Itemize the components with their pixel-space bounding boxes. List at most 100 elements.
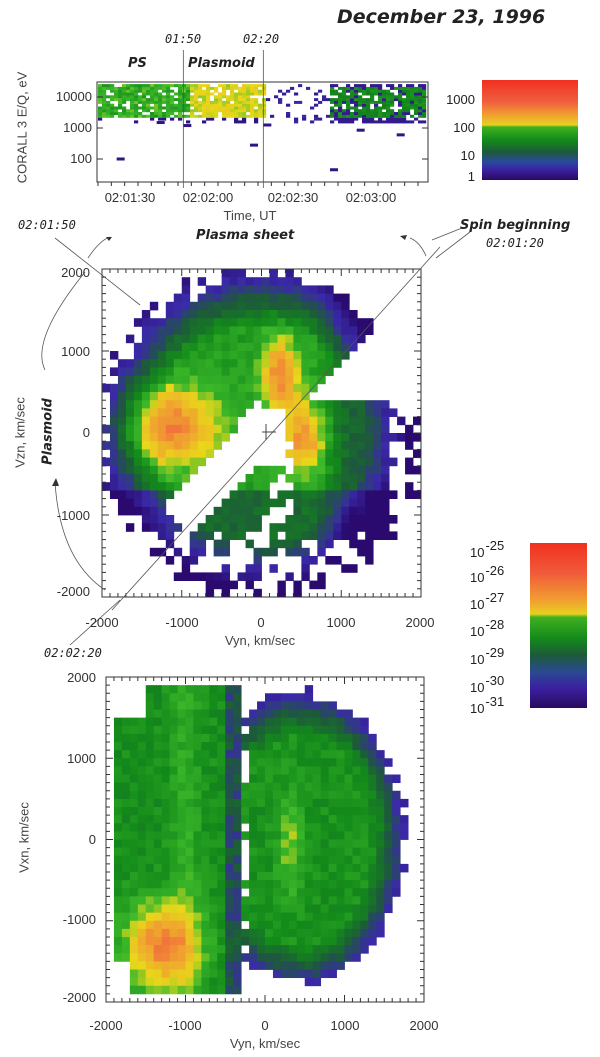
heatmap-cell — [328, 725, 337, 735]
heatmap-cell — [249, 904, 258, 914]
heatmap-cell — [309, 326, 318, 335]
heatmap-cell — [341, 351, 350, 360]
heatmap-cell — [225, 798, 234, 808]
heatmap-cell — [225, 742, 234, 751]
tick-exponent: -28 — [485, 617, 505, 632]
heatmap-cell — [217, 977, 226, 987]
spectrogram-cell — [354, 100, 359, 104]
spectrogram-cell — [254, 89, 259, 93]
heatmap-cell — [285, 375, 294, 385]
heatmap-cell — [113, 815, 123, 824]
heatmap-cell — [288, 782, 298, 792]
tick-base: 10 — [470, 545, 485, 560]
heatmap-cell — [205, 449, 215, 458]
spectrogram-cell — [302, 117, 307, 121]
heatmap-cell — [320, 872, 329, 881]
heatmap-cell — [117, 424, 127, 434]
heatmap-cell — [161, 920, 170, 930]
heatmap-cell — [237, 490, 246, 499]
heatmap-cell — [320, 798, 329, 808]
heatmap-cell — [277, 359, 286, 368]
bottom-xtick: -1000 — [168, 1018, 202, 1033]
heatmap-cell — [360, 855, 369, 865]
spectrogram-cell — [130, 92, 135, 96]
spectrogram-cell — [206, 98, 211, 102]
spectrogram-cell — [110, 109, 115, 113]
heatmap-cell — [253, 293, 262, 303]
heatmap-cell — [328, 709, 337, 719]
heatmap-cell — [153, 953, 163, 962]
spectrogram-cell — [342, 100, 347, 104]
heatmap-cell — [225, 782, 234, 792]
heatmap-cell — [328, 928, 337, 938]
spectrogram-cell — [202, 103, 207, 107]
heatmap-cell — [133, 400, 143, 409]
heatmap-cell — [249, 790, 258, 800]
heatmap-cell — [384, 782, 393, 792]
heatmap-cell — [201, 928, 210, 938]
heatmap-cell — [360, 847, 369, 857]
spectrogram-cell — [182, 98, 187, 102]
heatmap-cell — [341, 465, 350, 475]
heatmap-cell — [201, 701, 210, 710]
spectrogram-cell — [134, 109, 139, 113]
heatmap-cell — [221, 539, 231, 549]
heatmap-cell — [296, 758, 306, 767]
heatmap-cell — [272, 863, 282, 873]
heatmap-cell — [253, 334, 262, 344]
spectrogram-cell — [422, 103, 427, 107]
heatmap-cell — [261, 334, 270, 344]
heatmap-cell — [245, 400, 254, 409]
heatmap-cell — [360, 774, 369, 784]
heatmap-cell — [177, 831, 186, 840]
heatmap-cell — [201, 790, 210, 800]
heatmap-cell — [304, 774, 314, 784]
heatmap-cell — [185, 733, 194, 743]
heatmap-cell — [173, 433, 183, 442]
spectrogram-cell — [410, 86, 415, 90]
heatmap-cell — [304, 912, 314, 922]
heatmap-cell — [320, 945, 329, 954]
heatmap-cell — [189, 342, 199, 352]
heatmap-cell — [368, 847, 377, 857]
heatmap-cell — [181, 383, 191, 393]
heatmap-cell — [360, 742, 369, 751]
colorbar-tick: 10-26 — [470, 563, 504, 585]
heatmap-cell — [333, 318, 342, 327]
heatmap-cell — [217, 872, 226, 881]
heatmap-cell — [272, 807, 282, 816]
heatmap-cell — [261, 367, 270, 376]
heatmap-cell — [161, 701, 170, 710]
spectrogram-cell — [330, 114, 335, 118]
heatmap-cell — [336, 717, 345, 727]
spectrogram-cell — [130, 89, 135, 93]
heatmap-cell — [229, 359, 238, 368]
heatmap-cell — [205, 416, 215, 426]
heatmap-cell — [357, 482, 366, 491]
spectrogram-cell — [146, 106, 151, 110]
heatmap-cell — [161, 685, 170, 694]
heatmap-cell — [213, 539, 223, 549]
spectrogram-cell — [110, 114, 115, 118]
heatmap-cell — [217, 701, 226, 710]
spectrogram-cell — [106, 103, 111, 107]
spectrogram-cell — [146, 98, 151, 102]
spectrogram-cell — [354, 98, 359, 102]
spectrogram-cell — [118, 103, 123, 107]
spectrogram-cell — [158, 100, 163, 104]
heatmap-cell — [102, 482, 111, 491]
colorbar-tick: 10-25 — [470, 538, 504, 560]
heatmap-cell — [129, 725, 139, 735]
heatmap-cell — [277, 523, 286, 532]
heatmap-cell — [272, 774, 282, 784]
heatmap-cell — [304, 961, 314, 970]
heatmap-cell — [137, 758, 147, 767]
heatmap-cell — [293, 465, 302, 475]
heatmap-cell — [181, 556, 191, 565]
heatmap-cell — [265, 790, 274, 800]
spectrogram-cell — [350, 95, 355, 99]
heatmap-cell — [265, 855, 274, 865]
spectrogram-cell — [366, 86, 371, 90]
heatmap-cell — [193, 815, 202, 824]
heatmap-cell — [309, 351, 318, 360]
